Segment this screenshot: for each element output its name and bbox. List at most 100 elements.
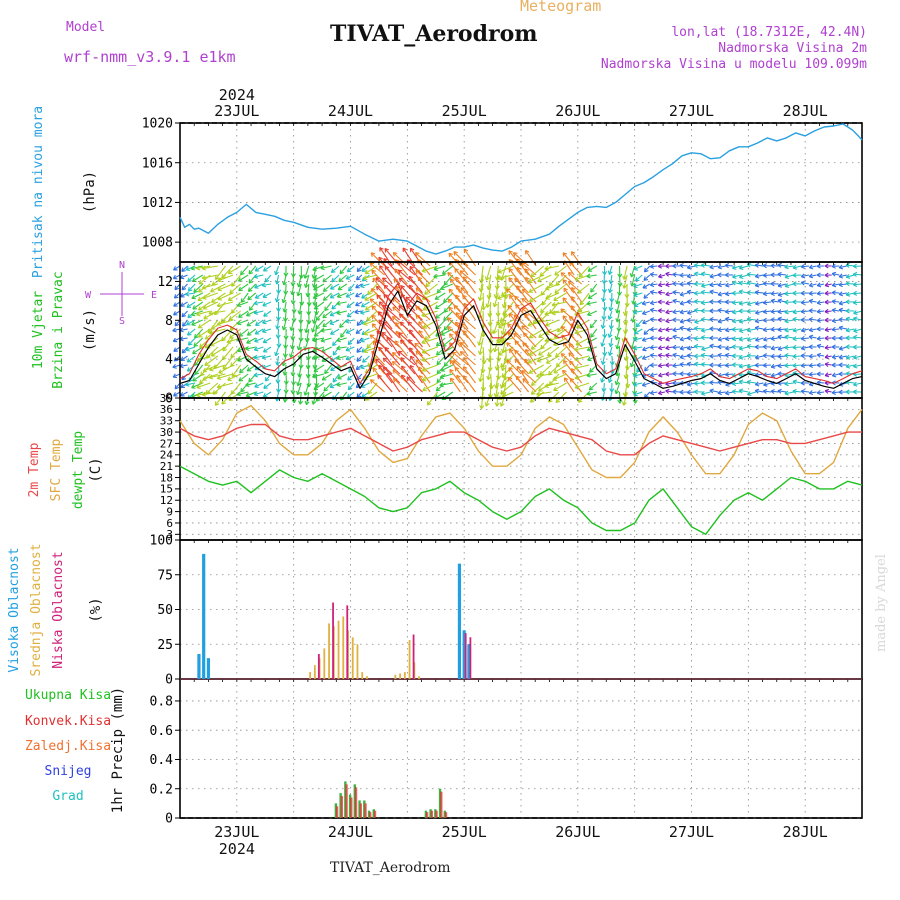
cloud-bar bbox=[328, 623, 330, 679]
temp-2m-line bbox=[179, 423, 862, 456]
y-tick-label: 24 bbox=[160, 449, 174, 462]
y-tick-label: 12 bbox=[157, 275, 173, 290]
cloud-axis-title: Niska Oblacnost bbox=[51, 551, 66, 668]
top-day-label: 24JUL bbox=[328, 102, 373, 120]
y-tick-label: 36 bbox=[160, 403, 173, 416]
cloud-bar bbox=[361, 672, 364, 679]
wind-unit-label: (m/s) bbox=[82, 309, 98, 351]
cloud-bar bbox=[457, 563, 462, 679]
cloud-bar bbox=[469, 637, 472, 679]
y-tick-label: 33 bbox=[160, 415, 173, 428]
precip-bar bbox=[335, 806, 339, 818]
bottom-day-label: 24JUL bbox=[328, 823, 373, 841]
cloud-bar bbox=[197, 653, 201, 679]
cloud-bar bbox=[313, 665, 316, 679]
y-tick-label: 18 bbox=[160, 471, 173, 484]
cloud-bar bbox=[467, 644, 471, 679]
bottom-day-label: 25JUL bbox=[442, 823, 487, 841]
temperature-axis-title: dewpt Temp bbox=[71, 431, 86, 509]
precip-bar bbox=[440, 791, 443, 818]
cloud-bar bbox=[309, 672, 312, 679]
temperature-unit-label: (C) bbox=[88, 457, 104, 482]
bottom-day-label: 27JUL bbox=[669, 823, 714, 841]
precip-bar bbox=[358, 800, 361, 818]
bottom-day-label: 28JUL bbox=[783, 823, 828, 841]
precip-bar bbox=[373, 810, 377, 818]
precip-bar bbox=[434, 809, 437, 818]
cloud-axis-title: Srednja Oblacnost bbox=[29, 543, 44, 676]
precip-bar bbox=[430, 810, 434, 818]
precip-legend-label: Ukupna Kisa bbox=[25, 688, 111, 703]
cloud-bar bbox=[464, 633, 467, 679]
cloud-bar bbox=[418, 676, 420, 679]
y-tick-label: 3 bbox=[166, 528, 173, 541]
cloud-bar bbox=[346, 605, 349, 679]
dewpoint-line bbox=[179, 465, 863, 535]
y-tick-label: 100 bbox=[150, 534, 173, 549]
y-tick-label: 1020 bbox=[142, 117, 173, 132]
precip-bar bbox=[348, 794, 352, 818]
pressure-line bbox=[179, 123, 863, 255]
y-tick-label: 30 bbox=[160, 426, 173, 439]
footer-station: TIVAT_Aerodrom bbox=[330, 860, 451, 876]
precip-bar bbox=[359, 803, 362, 818]
wind-gust-line bbox=[179, 282, 863, 384]
y-tick-label: 9 bbox=[166, 505, 173, 518]
y-tick-label: 0 bbox=[165, 812, 173, 827]
precip-bar bbox=[443, 810, 447, 818]
y-tick-label: 0.8 bbox=[150, 694, 173, 709]
y-tick-label: 1012 bbox=[142, 196, 173, 211]
pressure-unit-label: (hPa) bbox=[82, 171, 98, 213]
station-title: TIVAT_Aerodrom bbox=[330, 21, 538, 47]
temperature-axis-title: 2m Temp bbox=[27, 442, 42, 497]
precip-bar bbox=[435, 810, 438, 818]
precip-bar bbox=[350, 797, 353, 818]
direction-west-label: W bbox=[85, 290, 92, 301]
y-tick-label: 1008 bbox=[142, 236, 173, 251]
top-day-label: 27JUL bbox=[669, 102, 714, 120]
y-tick-label: 27 bbox=[160, 437, 173, 450]
precip-legend-label: Konvek.Kisa bbox=[25, 714, 111, 729]
y-tick-label: 0.6 bbox=[150, 724, 173, 739]
direction-south-label: S bbox=[119, 316, 125, 327]
cloud-axis-title: Visoka Oblacnost bbox=[7, 547, 22, 672]
precip-bar bbox=[425, 812, 429, 818]
cloud-bar bbox=[403, 672, 406, 679]
sfc-temp-line bbox=[179, 404, 863, 479]
precip-legend-label: Snijeg bbox=[45, 764, 92, 779]
top-day-label: 25JUL bbox=[442, 102, 487, 120]
y-tick-label: 8 bbox=[165, 314, 173, 329]
cloud-bar bbox=[399, 673, 401, 679]
y-tick-label: 50 bbox=[157, 603, 173, 618]
wind-vector-field bbox=[172, 247, 863, 410]
precip-bar bbox=[369, 812, 372, 818]
lonlat-label: lon,lat (18.7312E, 42.4N) bbox=[671, 25, 867, 40]
cloud-bar bbox=[366, 676, 368, 679]
cloud-bar bbox=[332, 602, 334, 679]
y-tick-label: 75 bbox=[157, 568, 173, 583]
cloud-bar bbox=[317, 653, 320, 679]
cloud-bar bbox=[412, 634, 415, 679]
y-tick-label: 12 bbox=[160, 494, 173, 507]
cloud-unit-label: (%) bbox=[88, 597, 104, 622]
cloud-bar bbox=[408, 640, 411, 679]
top-day-label: 28JUL bbox=[783, 102, 828, 120]
precip-unit-label: 1hr Precip (mm) bbox=[110, 687, 126, 813]
y-tick-label: 0 bbox=[165, 392, 173, 407]
top-year-label: 2024 bbox=[219, 86, 255, 104]
cloud-bar bbox=[356, 644, 359, 679]
y-tick-label: 25 bbox=[157, 638, 173, 653]
y-tick-label: 4 bbox=[165, 353, 173, 368]
wind-axis-subtitle: Brzina i Pravac bbox=[51, 271, 66, 388]
bottom-day-label: 23JUL bbox=[214, 823, 259, 841]
precip-bar bbox=[424, 810, 428, 818]
precip-bar bbox=[340, 796, 344, 818]
y-tick-label: 0.4 bbox=[150, 753, 174, 768]
direction-east-label: E bbox=[151, 290, 157, 301]
y-tick-label: 21 bbox=[160, 460, 173, 473]
y-tick-label: 0.2 bbox=[150, 782, 173, 797]
cloud-bar bbox=[337, 620, 340, 679]
y-tick-label: 6 bbox=[166, 517, 173, 530]
pressure-axis-title: Pritisak na nivou mora bbox=[31, 106, 46, 278]
